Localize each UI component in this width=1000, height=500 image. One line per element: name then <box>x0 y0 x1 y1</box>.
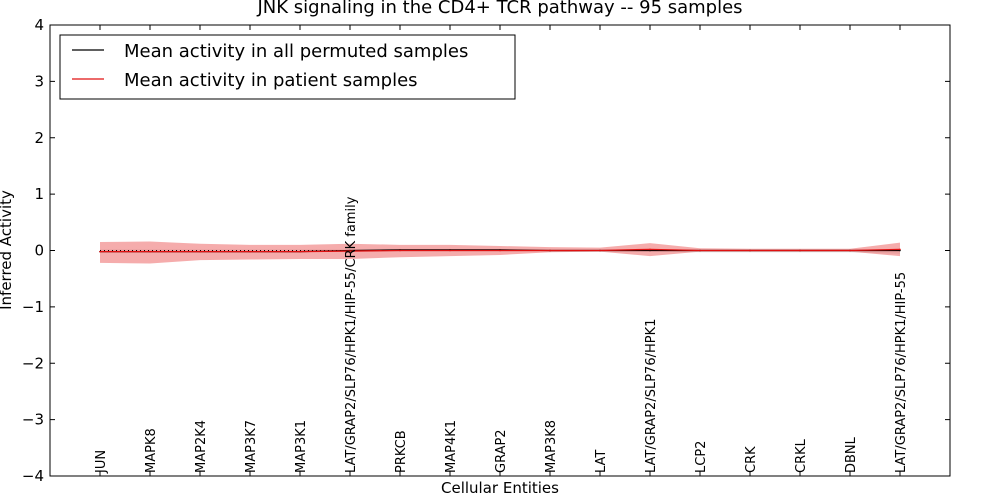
plot-layer <box>99 241 901 264</box>
x-category-label: JUN <box>94 450 109 474</box>
point-series-1-9 <box>549 249 551 252</box>
chart-title: JNK signaling in the CD4+ TCR pathway --… <box>256 0 742 18</box>
point-series-1-8 <box>499 249 501 252</box>
legend-box <box>59 34 516 100</box>
y-tick-label: −4 <box>22 467 44 485</box>
y-tick-label: 4 <box>34 16 44 34</box>
point-series-1-10 <box>599 249 601 252</box>
y-tick-label: −3 <box>22 411 44 429</box>
legend-label-permuted: Mean activity in all permuted samples <box>124 41 468 62</box>
point-series-0-16 <box>899 249 901 252</box>
point-series-1-2 <box>199 250 201 253</box>
y-axis-label: Inferred Activity <box>0 190 15 310</box>
y-tick-label: −1 <box>22 298 44 316</box>
x-category-label: LCP2 <box>694 441 709 473</box>
point-series-1-15 <box>849 249 851 252</box>
x-category-label: CRKL <box>794 438 809 473</box>
point-series-1-11 <box>649 248 651 251</box>
point-series-1-0 <box>99 250 101 253</box>
y-tick-label: −2 <box>22 354 44 372</box>
point-series-1-6 <box>399 249 401 252</box>
x-category-label: MAP3K1 <box>294 420 309 473</box>
x-axis-label: Cellular Entities <box>441 479 559 497</box>
point-series-0-11 <box>649 249 651 252</box>
x-category-label: MAP2K4 <box>194 420 209 473</box>
y-tick-label: 0 <box>34 242 44 260</box>
axes-layer: −4 −3 −2 −1 0 1 2 3 4 JUN MAPK8 MAP2K4 MAP3K7 MAP3K1 L… <box>22 16 950 485</box>
x-category-label: MAP4K1 <box>444 420 459 473</box>
x-category-label: MAPK8 <box>144 428 159 473</box>
x-category-label: CRK <box>744 446 759 473</box>
x-category-label: PRKCB <box>394 430 409 473</box>
x-category-label: LAT/GRAP2/SLP76/HPK1 <box>644 319 659 473</box>
point-series-1-3 <box>249 250 251 253</box>
point-series-1-16 <box>899 248 901 251</box>
point-series-1-12 <box>699 249 701 252</box>
point-series-1-14 <box>799 249 801 252</box>
y-tick-label: 3 <box>34 72 44 90</box>
x-category-label: LAT <box>594 450 609 473</box>
band-series-1 <box>100 241 900 264</box>
x-category-label: DBNL <box>844 436 859 473</box>
point-series-1-1 <box>149 250 151 253</box>
x-category-label: MAP3K8 <box>544 420 559 473</box>
point-series-1-4 <box>299 250 301 253</box>
y-tick-label: 2 <box>34 129 44 147</box>
y-tick-label: 1 <box>34 185 44 203</box>
x-category-label: MAP3K7 <box>244 420 259 473</box>
x-category-label: LAT/GRAP2/SLP76/HPK1/HIP-55/CRK family <box>344 196 359 473</box>
legend: Mean activity in all permuted samples Me… <box>59 34 516 100</box>
x-category-label: LAT/GRAP2/SLP76/HPK1/HIP-55 <box>894 272 909 473</box>
point-series-1-13 <box>749 249 751 252</box>
point-series-1-5 <box>349 250 351 252</box>
legend-label-patient: Mean activity in patient samples <box>124 70 418 91</box>
point-series-1-7 <box>449 249 451 252</box>
x-category-label: GRAP2 <box>494 429 509 473</box>
